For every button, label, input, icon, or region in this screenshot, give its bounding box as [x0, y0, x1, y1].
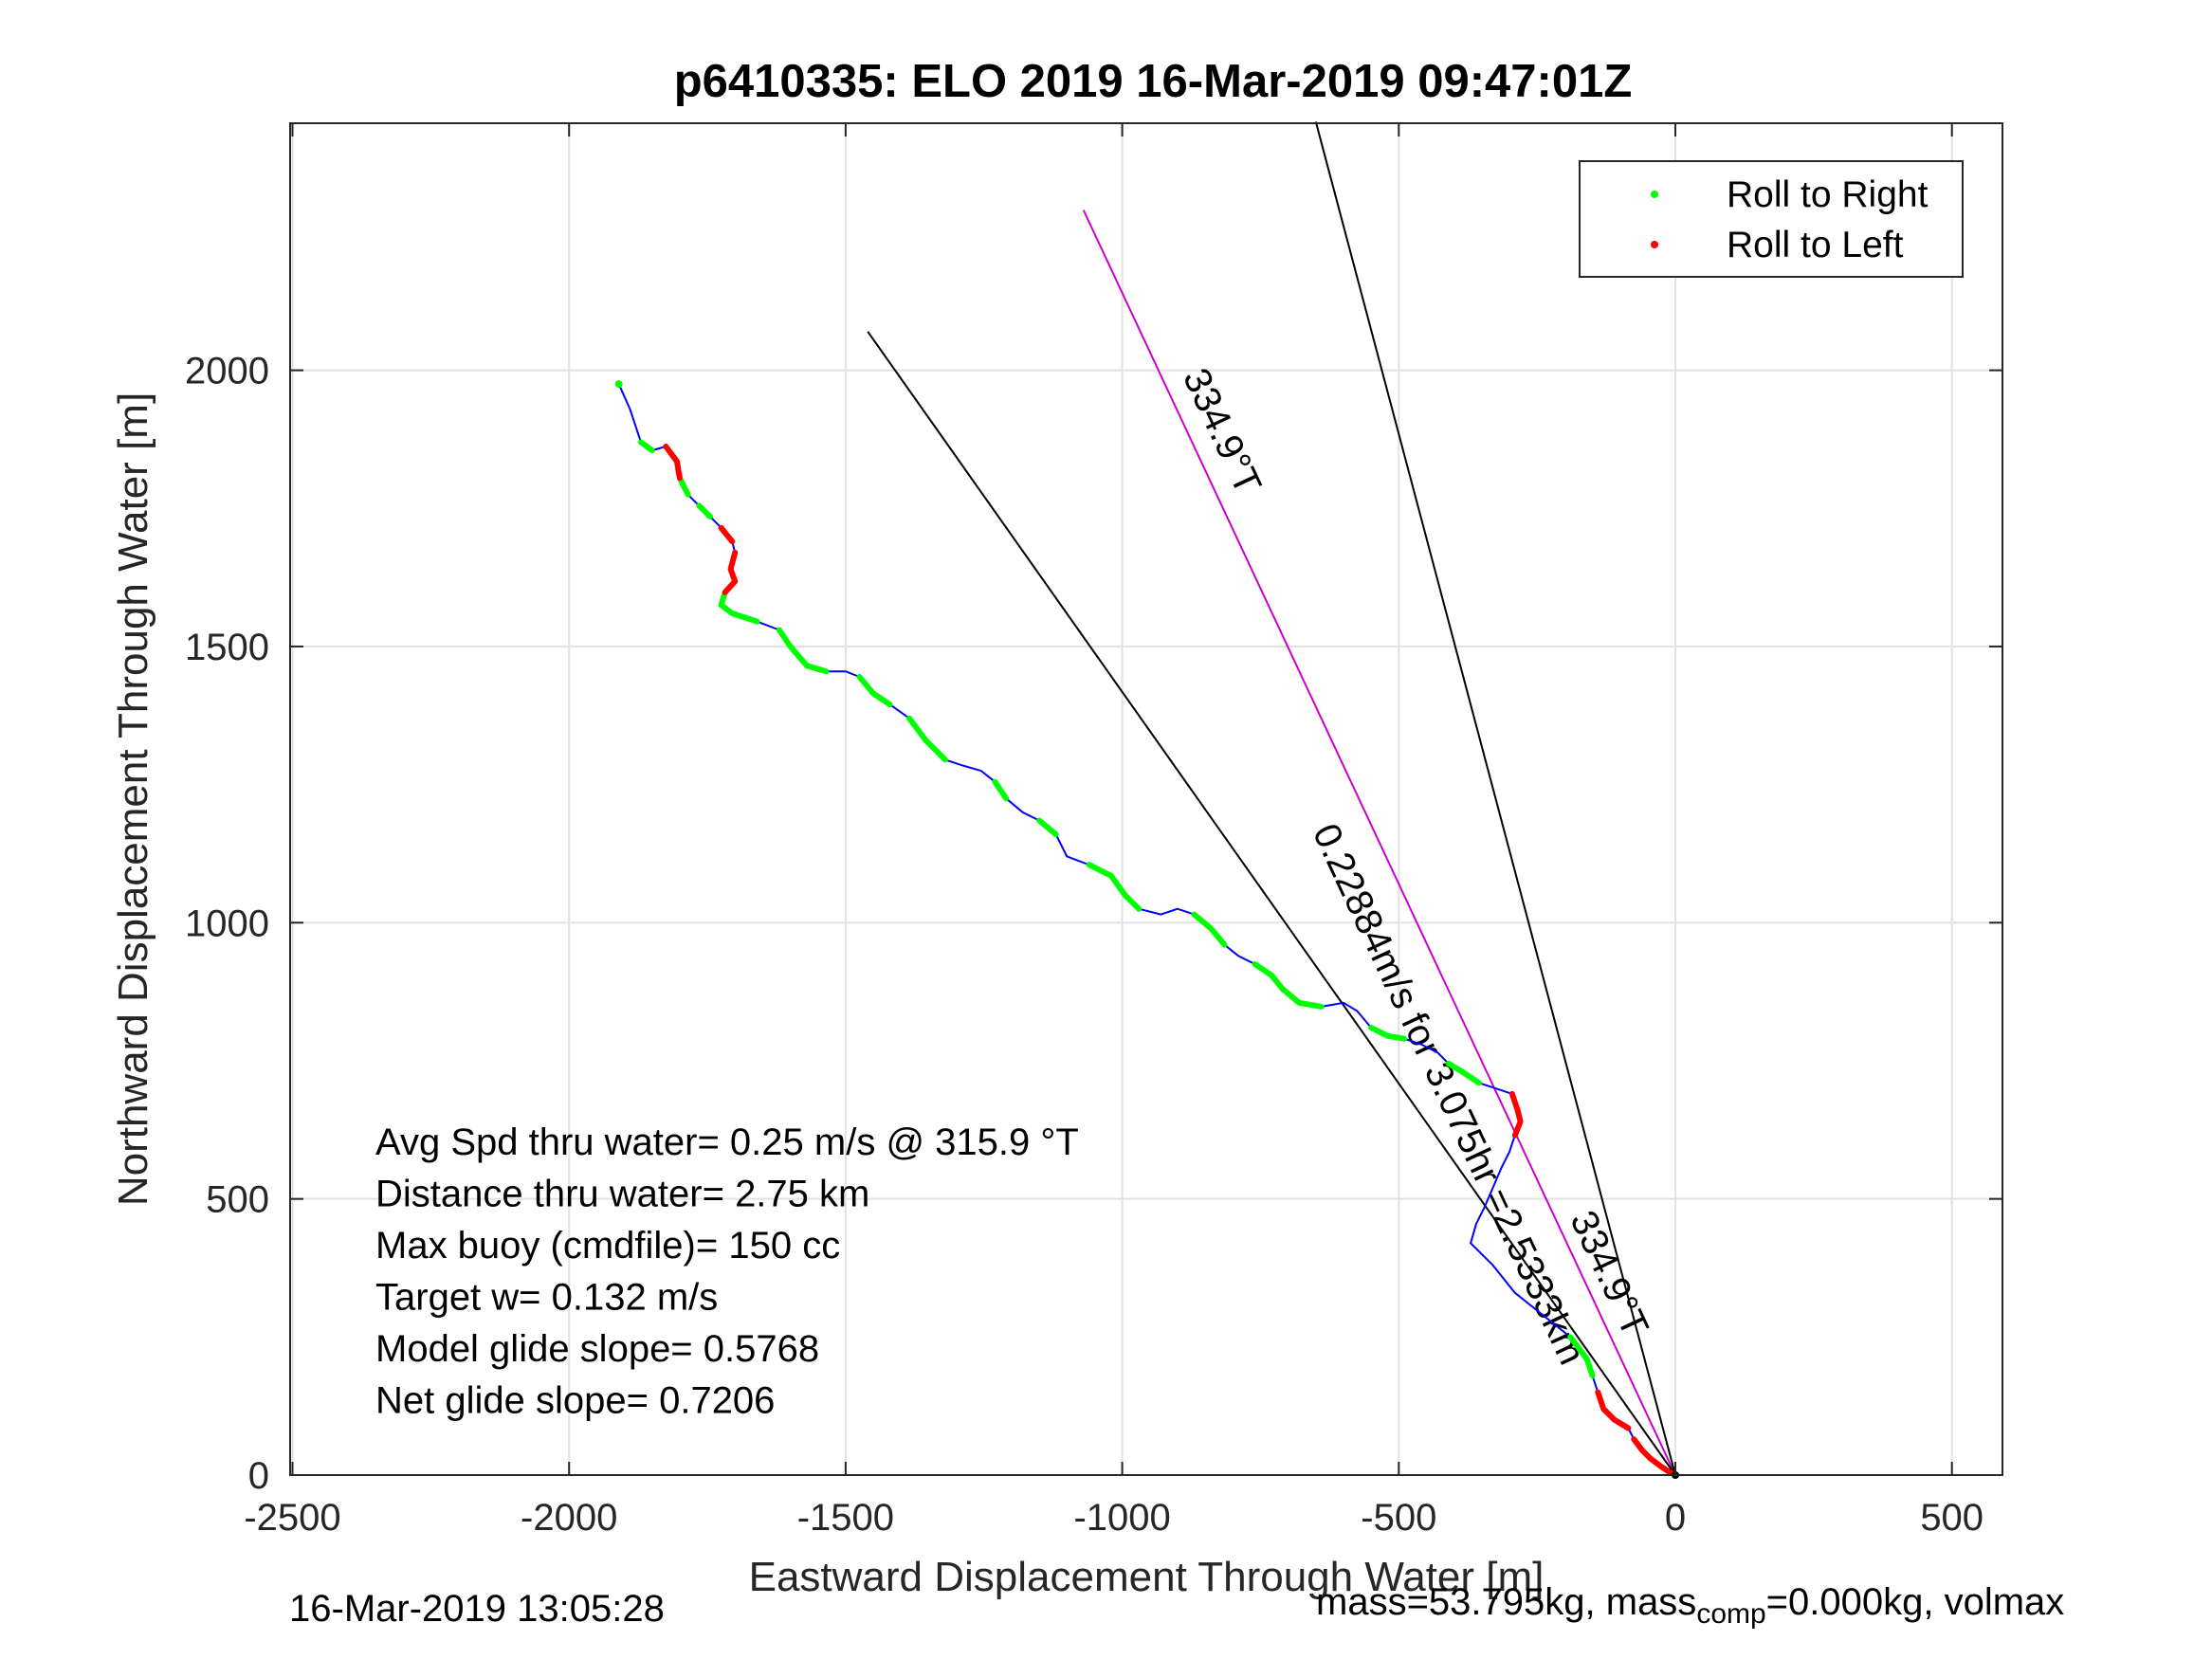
mass-text: mass=53.795kg, mass — [1316, 1581, 1697, 1623]
x-tick-label: -1500 — [797, 1497, 894, 1539]
stats-line: Target w= 0.132 m/s — [375, 1277, 718, 1319]
x-tick-label: -1000 — [1073, 1497, 1170, 1539]
legend: Roll to Right Roll to Left — [1579, 160, 1964, 278]
roll-right-segment — [776, 627, 830, 675]
roll-left-segment — [1508, 1090, 1524, 1139]
y-tick-label: 1000 — [185, 902, 269, 944]
grid — [290, 123, 2002, 1476]
roll-left-segment — [718, 524, 736, 545]
roll-left-segment — [722, 549, 739, 595]
roll-right-segment — [1191, 911, 1228, 948]
x-axis-label: Eastward Displacement Through Water [m] — [749, 1554, 1545, 1600]
footer-timestamp: 16-Mar-2019 13:05:28 — [289, 1588, 665, 1630]
x-tick-label: 500 — [1920, 1497, 1983, 1539]
y-tick-label: 1500 — [185, 627, 269, 668]
reference-line — [867, 331, 1676, 1476]
legend-box — [1579, 160, 1964, 278]
track-layer — [614, 380, 1679, 1479]
footer-mass-info: mass=53.795kg, masscomp=0.000kg, volmax — [1316, 1581, 2064, 1631]
stats-line: Distance thru water= 2.75 km — [375, 1174, 869, 1215]
mass-subscript: comp — [1696, 1598, 1766, 1630]
x-tick-label: -500 — [1361, 1497, 1436, 1539]
legend-marker-roll-right — [1651, 191, 1658, 198]
plot-frame — [289, 122, 2003, 1476]
reference-lines: 334.9°T0.22884m/s for 3.075hr =2.5333km3… — [867, 121, 1676, 1476]
roll-right-segment — [856, 674, 893, 708]
stats-line: Max buoy (cmdfile)= 150 cc — [375, 1225, 840, 1267]
x-tick-label: -2000 — [521, 1497, 617, 1539]
chart-title: p6410335: ELO 2019 16-Mar-2019 09:47:01Z — [674, 56, 1633, 107]
roll-right-segment — [718, 589, 760, 625]
stats-line: Net glide slope= 0.7206 — [375, 1380, 775, 1422]
legend-label-roll-right: Roll to Right — [1727, 174, 1929, 215]
stats-line: Model glide slope= 0.5768 — [375, 1328, 819, 1370]
stats-line: Avg Spd thru water= 0.25 m/s @ 315.9 °T — [375, 1121, 1079, 1163]
line-label: 0.22884m/s for 3.075hr =2.5333km — [1305, 817, 1593, 1371]
x-tick-label: -2500 — [244, 1497, 340, 1539]
roll-left-segment — [663, 444, 683, 482]
roll-right-segment — [676, 475, 691, 498]
line-label: 334.9°T — [1175, 362, 1269, 501]
roll-right-segment — [1252, 961, 1325, 1010]
roll-right-segment — [1567, 1334, 1596, 1379]
reference-line — [1314, 121, 1676, 1476]
roll-right-segment — [1086, 862, 1143, 912]
roll-right-segment — [696, 502, 713, 520]
y-tick-label: 2000 — [185, 351, 269, 392]
roll-right-segment — [1445, 1060, 1482, 1086]
track-line — [617, 383, 1676, 1476]
mass-rest: =0.000kg, volmax — [1765, 1581, 2065, 1623]
x-tick-label: 0 — [1665, 1497, 1686, 1539]
roll-right-segment — [1368, 1025, 1408, 1042]
roll-left-segment — [1595, 1389, 1632, 1431]
y-tick-label: 0 — [248, 1455, 269, 1497]
reference-line — [1082, 210, 1676, 1476]
roll-left-segment — [1631, 1436, 1678, 1478]
legend-marker-roll-left — [1651, 241, 1658, 248]
roll-right-segment — [992, 778, 1010, 802]
roll-right-segment — [638, 439, 655, 454]
legend-label-roll-left: Roll to Left — [1727, 225, 1904, 265]
axis-ticks: -2500 -2000 -1500 -1000 -500 0 500 0 500 1000 1500… — [185, 123, 2002, 1539]
y-axis-label: Northward Displacement Through Water [m] — [110, 392, 156, 1206]
stats-annotations: Avg Spd thru water= 0.25 m/s @ 315.9 °T D… — [375, 1121, 1079, 1422]
y-tick-label: 500 — [206, 1179, 269, 1221]
roll-right-point — [614, 380, 623, 389]
roll-right-segment — [906, 715, 948, 763]
roll-right-segment — [1036, 817, 1059, 838]
